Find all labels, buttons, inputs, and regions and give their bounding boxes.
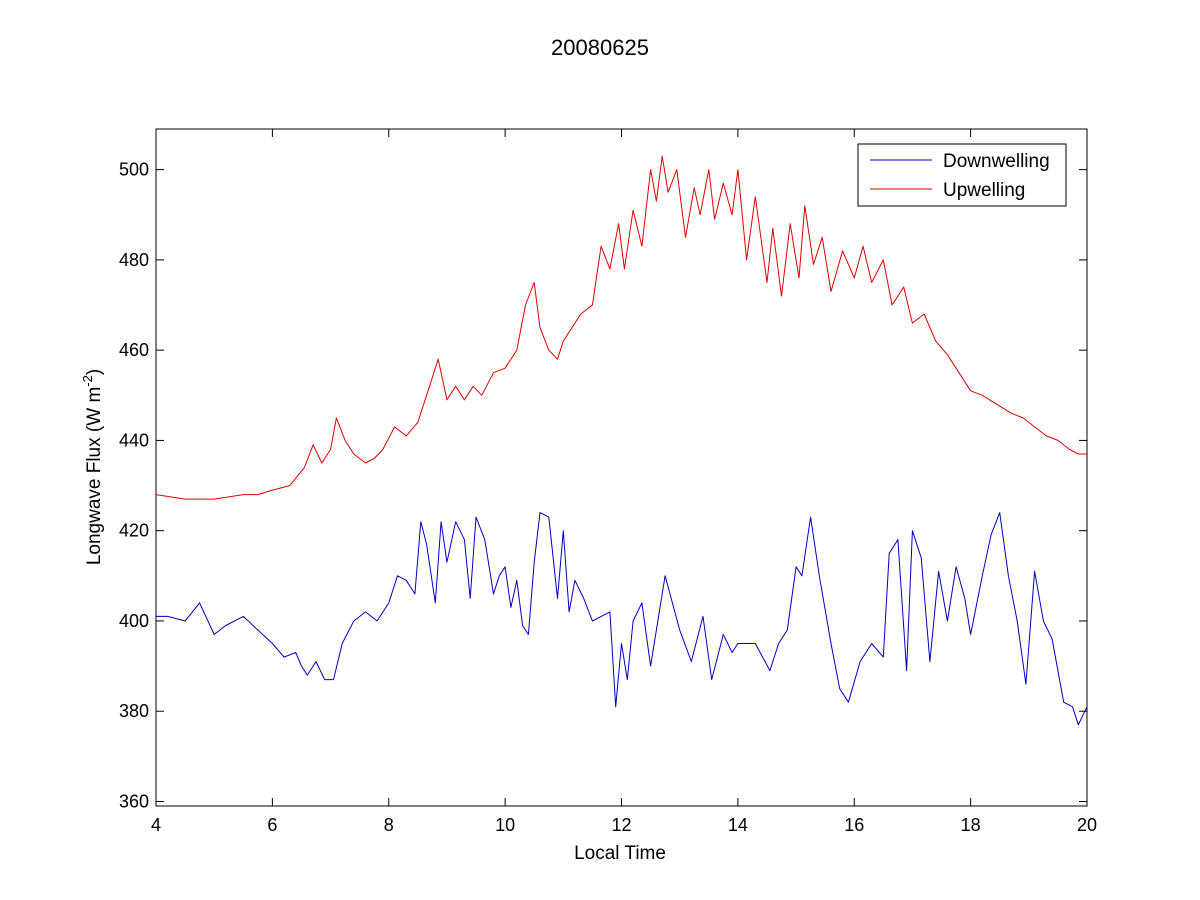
- tick-layer: 4 6 8 10 12 14 16 18 20 360 380 400 420 440 460 480 500: [119, 129, 1097, 835]
- y-tick-label: 500: [119, 160, 149, 180]
- y-tick-label: 380: [119, 701, 149, 721]
- y-axis-label-close: ): [84, 369, 105, 375]
- chart-title: 20080625: [551, 35, 649, 60]
- series-line-upwelling: [155, 155, 1087, 500]
- y-tick-label: 400: [119, 611, 149, 631]
- x-tick-label: 14: [728, 815, 748, 835]
- x-tick-label: 18: [961, 815, 981, 835]
- x-tick-label: 12: [611, 815, 631, 835]
- legend-label-upwelling: Upwelling: [943, 180, 1025, 201]
- x-tick-label: 10: [495, 815, 515, 835]
- x-tick-label: 16: [844, 815, 864, 835]
- legend-label-downwelling: Downwelling: [943, 151, 1050, 172]
- x-tick-label: 6: [267, 815, 277, 835]
- x-axis-label: Local Time: [574, 843, 666, 864]
- y-tick-label: 420: [119, 521, 149, 541]
- y-tick-label: 460: [119, 340, 149, 360]
- series-layer: [155, 155, 1088, 726]
- x-tick-label: 8: [384, 815, 394, 835]
- y-tick-label: 440: [119, 430, 149, 450]
- y-tick-label: 360: [119, 791, 149, 811]
- y-axis-label: Longwave Flux (W m-2): [80, 369, 105, 565]
- y-tick-label: 480: [119, 250, 149, 270]
- legend-box: [857, 143, 1067, 207]
- legend: Downwelling Upwelling: [857, 143, 1067, 207]
- y-axis-label-exponent: -2: [80, 375, 95, 387]
- x-tick-label: 4: [151, 815, 161, 835]
- series-line-downwelling: [156, 512, 1088, 726]
- y-axis-label-main: Longwave Flux (W m: [84, 387, 105, 565]
- axes-box: [155, 128, 1088, 807]
- plot-area: 4 6 8 10 12 14 16 18 20 360 380 400 420 440 460 480 500: [119, 128, 1097, 835]
- x-tick-label: 20: [1077, 815, 1097, 835]
